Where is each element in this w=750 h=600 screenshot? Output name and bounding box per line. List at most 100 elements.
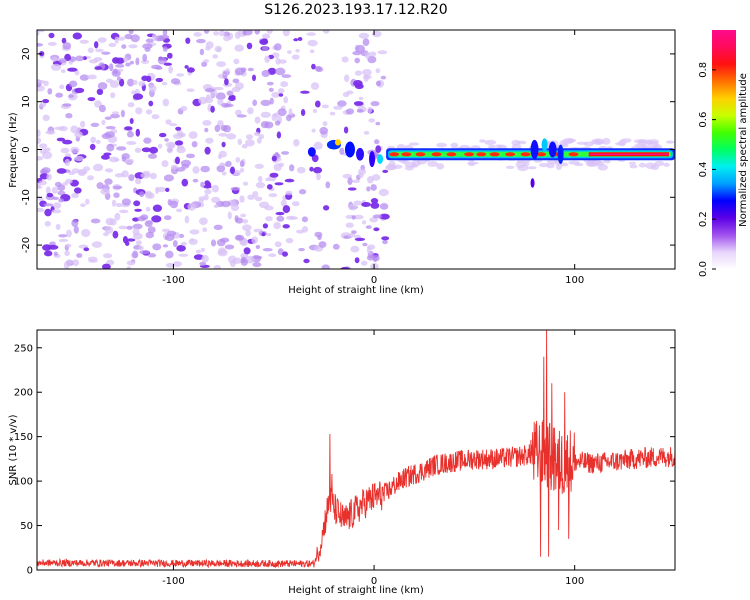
noise-speckle: [221, 171, 227, 176]
noise-speckle: [87, 74, 97, 80]
noise-speckle: [269, 97, 274, 105]
noise-speckle: [68, 80, 78, 88]
noise-speckle: [166, 146, 173, 154]
noise-speckle: [113, 192, 120, 198]
noise-speckle: [254, 163, 264, 169]
noise-speckle: [106, 143, 115, 152]
noise-speckle: [37, 129, 41, 137]
signal-blob: [548, 141, 557, 158]
signal-band-core: [431, 152, 442, 157]
signal-band-core: [476, 152, 487, 157]
noise-speckle: [159, 34, 170, 40]
noise-speckle: [178, 233, 185, 238]
noise-speckle: [164, 138, 170, 142]
y-tick-label: 20: [21, 48, 32, 61]
noise-speckle: [104, 178, 113, 185]
noise-speckle: [48, 32, 55, 39]
signal-haze: [404, 161, 417, 168]
noise-speckle: [149, 146, 159, 154]
noise-speckle: [269, 172, 279, 178]
noise-speckle: [134, 147, 142, 153]
noise-speckle: [53, 251, 58, 256]
noise-speckle: [64, 158, 71, 167]
noise-speckle: [105, 217, 114, 226]
noise-speckle: [313, 141, 323, 150]
noise-speckle: [176, 245, 186, 252]
x-tick-label: 100: [565, 275, 584, 286]
noise-speckle: [124, 126, 133, 131]
noise-speckle: [271, 91, 281, 98]
noise-speckle: [367, 106, 373, 114]
noise-speckle: [367, 55, 377, 64]
noise-speckle: [139, 250, 150, 255]
signal-haze: [408, 142, 420, 146]
noise-speckle: [177, 145, 185, 150]
noise-speckle: [210, 105, 215, 113]
noise-speckle: [316, 172, 321, 181]
noise-speckle: [38, 180, 47, 186]
colorbar-label: Normalized spectral amplitude: [738, 73, 749, 227]
noise-speckle: [155, 66, 163, 70]
noise-speckle: [158, 143, 163, 149]
noise-speckle: [218, 133, 228, 137]
noise-speckle: [58, 234, 68, 238]
signal-blob: [557, 144, 564, 164]
noise-speckle: [313, 166, 323, 174]
signal-blob: [369, 151, 376, 168]
noise-speckle: [126, 266, 131, 269]
noise-speckle: [90, 122, 100, 127]
noise-speckle: [145, 109, 153, 115]
noise-speckle: [255, 245, 260, 249]
noise-speckle: [176, 208, 183, 213]
signal-haze: [484, 139, 497, 146]
noise-speckle: [247, 67, 254, 72]
noise-speckle: [278, 59, 287, 64]
signal-blob: [530, 178, 535, 188]
noise-speckle: [341, 56, 349, 63]
noise-speckle: [225, 160, 232, 167]
noise-speckle: [60, 69, 66, 74]
noise-speckle: [366, 246, 372, 254]
noise-speckle: [372, 214, 383, 219]
signal-haze: [628, 161, 637, 165]
noise-speckle: [361, 220, 367, 225]
noise-speckle: [254, 196, 263, 202]
noise-speckle: [162, 244, 169, 248]
noise-speckle: [254, 116, 261, 124]
noise-speckle: [311, 154, 319, 163]
noise-speckle: [203, 59, 210, 63]
noise-speckle: [325, 181, 331, 189]
noise-speckle: [213, 264, 221, 269]
noise-speckle: [135, 107, 143, 115]
noise-speckle: [204, 127, 209, 133]
noise-speckle: [162, 98, 170, 107]
noise-speckle: [108, 42, 117, 48]
signal-blob: [541, 138, 548, 152]
noise-speckle: [55, 223, 61, 230]
noise-speckle: [145, 38, 154, 44]
signal-haze: [648, 139, 659, 145]
noise-speckle: [74, 87, 85, 94]
noise-speckle: [58, 238, 69, 243]
noise-speckle: [264, 55, 271, 63]
noise-speckle: [370, 198, 379, 204]
noise-speckle: [37, 30, 40, 36]
noise-speckle: [151, 215, 162, 223]
noise-speckle: [56, 137, 66, 142]
noise-speckle: [347, 187, 357, 191]
noise-speckle: [204, 146, 211, 155]
noise-speckle: [65, 259, 73, 266]
noise-speckle: [181, 178, 189, 187]
noise-speckle: [217, 120, 224, 127]
noise-speckle: [165, 262, 175, 268]
noise-speckle: [104, 168, 114, 173]
noise-speckle: [291, 54, 300, 60]
noise-speckle: [81, 229, 91, 237]
noise-speckle: [266, 184, 273, 190]
noise-speckle: [340, 266, 350, 269]
noise-speckle: [260, 121, 270, 129]
noise-speckle: [80, 203, 86, 208]
noise-speckle: [97, 82, 108, 90]
snr-series-line: [36, 329, 676, 569]
noise-speckle: [239, 195, 245, 203]
